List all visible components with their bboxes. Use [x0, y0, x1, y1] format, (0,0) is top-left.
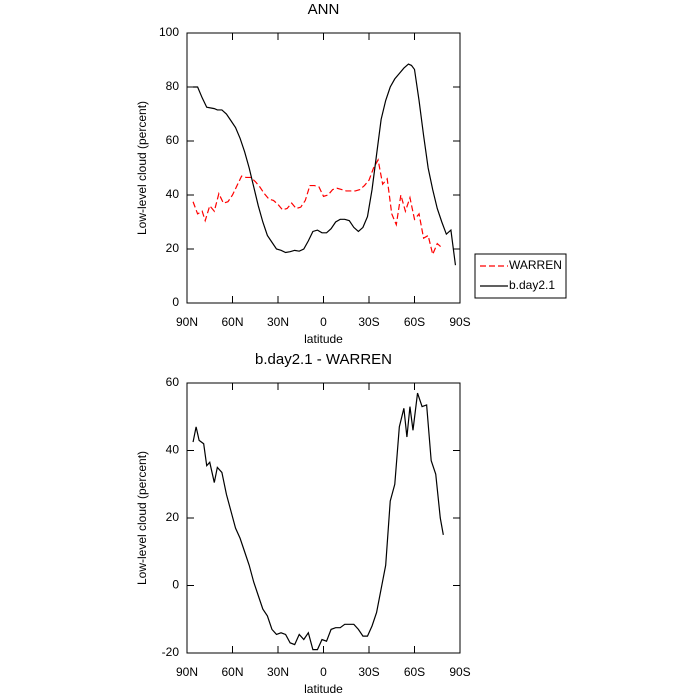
y-tick-label: 40 [166, 187, 180, 201]
y-tick-label: 100 [159, 25, 179, 39]
data-line [193, 63, 457, 266]
x-tick-label: 60N [221, 315, 243, 329]
y-tick-label: 60 [166, 375, 180, 389]
x-tick-label: 60S [404, 315, 425, 329]
data-line [192, 158, 443, 257]
chart-title: ANN [308, 1, 340, 18]
x-tick-label: 60N [221, 665, 243, 679]
plot-frame [186, 382, 461, 654]
x-axis-label: latitude [304, 682, 343, 696]
x-axis-label: latitude [304, 332, 343, 346]
y-axis-label: Low-level cloud (percent) [135, 101, 149, 235]
legend-label: WARREN [509, 258, 562, 272]
x-tick-label: 90N [176, 665, 198, 679]
chart-title: b.day2.1 - WARREN [255, 351, 392, 368]
x-tick-label: 90S [449, 315, 470, 329]
y-tick-label: -20 [162, 645, 180, 659]
y-tick-label: 20 [166, 241, 180, 255]
y-tick-label: 0 [172, 295, 179, 309]
x-tick-label: 30N [267, 315, 289, 329]
y-tick-label: 20 [166, 510, 180, 524]
x-tick-label: 90S [449, 665, 470, 679]
legend-box [474, 253, 567, 299]
y-tick-label: 40 [166, 443, 180, 457]
x-tick-label: 0 [320, 665, 327, 679]
x-tick-label: 30N [267, 665, 289, 679]
y-tick-label: 60 [166, 133, 180, 147]
y-tick-label: 0 [172, 578, 179, 592]
x-tick-label: 0 [320, 315, 327, 329]
legend-label: b.day2.1 [509, 278, 555, 292]
y-tick-label: 80 [166, 79, 180, 93]
x-tick-label: 30S [358, 665, 379, 679]
x-tick-label: 60S [404, 665, 425, 679]
plot-frame [186, 32, 461, 304]
y-axis-label: Low-level cloud (percent) [135, 451, 149, 585]
x-tick-label: 30S [358, 315, 379, 329]
data-line [192, 392, 444, 651]
x-tick-label: 90N [176, 315, 198, 329]
